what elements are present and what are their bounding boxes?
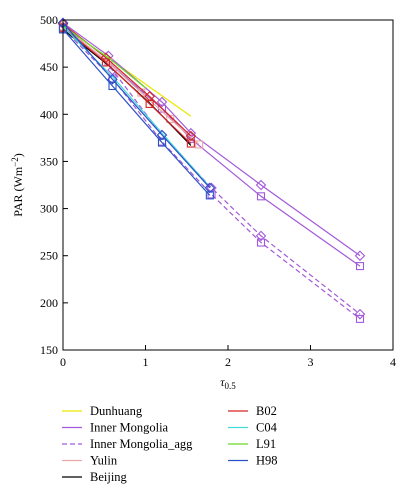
y-axis-title: PAR (Wm−2) xyxy=(10,153,25,216)
legend-inner-mongolia-label: Inner Mongolia xyxy=(90,421,169,435)
series-yulin-5-square-marker-4 xyxy=(195,140,204,149)
x-tick-label-3: 3 xyxy=(308,355,314,369)
x-tick-label-1: 1 xyxy=(143,355,149,369)
series-b02-8-square-marker-2 xyxy=(145,99,154,108)
legend-c04-label: C04 xyxy=(256,421,278,435)
series-inner-mongolia-2-square-marker-4 xyxy=(256,192,266,201)
y-tick-label-6: 450 xyxy=(40,60,58,74)
series-inner-mongolia-1-diamond-marker-2 xyxy=(156,96,168,108)
x-tick-label-2: 2 xyxy=(225,355,231,369)
legend-l91-label: L91 xyxy=(256,437,276,451)
y-tick-label-7: 500 xyxy=(40,13,58,27)
y-axis-title-text: PAR (Wm xyxy=(11,166,25,217)
legend-b02-label: B02 xyxy=(256,404,277,418)
series-b02-8-square-marker-3 xyxy=(186,139,195,148)
series-inner-mongolia-2-square-marker-5 xyxy=(355,262,365,271)
legend-h98-label: H98 xyxy=(256,454,278,468)
series-yulin-5-line xyxy=(62,26,200,145)
series-h98-12-square-marker-3 xyxy=(205,191,214,200)
x-tick-label-0: 0 xyxy=(60,355,66,369)
y-tick-label-4: 350 xyxy=(40,154,58,168)
x-axis-title-symbol: τ xyxy=(220,375,225,389)
legend-inner-mongolia-agg-label: Inner Mongolia_agg xyxy=(90,437,193,451)
y-tick-label-1: 200 xyxy=(40,296,58,310)
series-h98-11-line xyxy=(62,22,211,189)
x-axis-title: τ0.5 xyxy=(220,375,236,391)
series-inner-mongolia-1-diamond-marker-5 xyxy=(354,250,366,261)
y-tick-label-0: 150 xyxy=(40,343,58,357)
x-tick-label-4: 4 xyxy=(390,355,396,369)
series-inner-mongolia-agg-4-square-marker-5 xyxy=(355,314,365,323)
series-inner-mongolia-agg-4-square-marker-4 xyxy=(256,238,266,247)
series-h98-12-square-marker-1 xyxy=(108,81,117,91)
legend-dunhuang-label: Dunhuang xyxy=(90,404,143,418)
series-inner-mongolia-1-line xyxy=(62,22,361,257)
y-axis-title-superscript: −2 xyxy=(10,157,20,167)
series-inner-mongolia-agg-3-diamond-marker-4 xyxy=(255,230,267,242)
axes: 0 1 2 3 4 150 200 250 300 350 400 450 500 τ0.5 PAR (Wm… xyxy=(10,13,396,391)
y-tick-label-3: 300 xyxy=(40,202,58,216)
y-tick-label-2: 250 xyxy=(40,249,58,263)
series-inner-mongolia-1-diamond-marker-4 xyxy=(255,179,267,191)
y-axis-title-close: ) xyxy=(11,153,25,157)
legend-yulin-label: Yulin xyxy=(90,454,118,468)
legend: Dunhuang Inner Mongolia Inner Mongolia_agg… xyxy=(62,404,278,484)
legend-beijing-label: Beijing xyxy=(90,470,128,484)
series-h98-11-diamond-marker-1 xyxy=(107,74,118,85)
y-tick-label-5: 400 xyxy=(40,107,58,121)
x-axis-title-subscript: 0.5 xyxy=(225,381,237,391)
series-b02-8-line xyxy=(62,27,192,144)
series-h98-12-line xyxy=(62,29,211,196)
series-h98-12-square-marker-2 xyxy=(157,138,167,147)
plot-area xyxy=(57,17,366,323)
series-b02-8-square-marker-1 xyxy=(101,58,110,67)
series-l91-10-line xyxy=(62,25,146,89)
